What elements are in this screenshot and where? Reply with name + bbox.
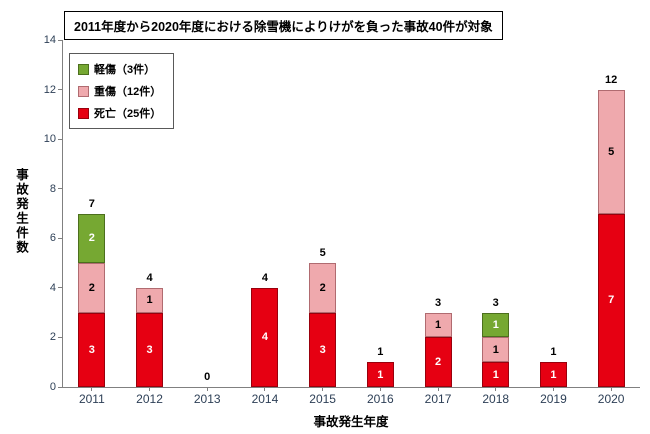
x-axis-tick-label-2015: 2015 [309, 392, 336, 406]
bar-segment-fatal-2017: 2 [424, 337, 452, 387]
y-axis-title: 事故発生件数 [14, 168, 28, 255]
x-axis-tick-mark [495, 387, 497, 391]
bar-total-label-2015: 5 [319, 247, 326, 260]
bar-segment-fatal-2011: 3 [78, 312, 106, 387]
legend: 軽傷（3件） 重傷（12件） 死亡（25件） [69, 53, 175, 129]
chart-title: 2011年度から2020年度における除雪機によりけがを負った事故40件が対象 [64, 11, 503, 40]
y-axis-tick-mark [58, 386, 63, 388]
x-axis-tick-mark [322, 387, 324, 391]
y-axis-tick-label-0: 0 [49, 381, 56, 393]
bar-segment-fatal-2015: 3 [309, 312, 337, 387]
y-axis-tick-label-12: 12 [43, 83, 56, 96]
bar-total-label-2011: 7 [88, 197, 95, 210]
x-axis-tick-mark [437, 387, 439, 391]
x-axis-tick-mark [91, 387, 93, 391]
legend-item-serious: 重傷（12件） [78, 83, 161, 99]
bar-total-label-2020: 12 [605, 73, 618, 86]
plot-area: 0 2 4 6 8 10 12 14 2011 3 2 2 7 2012 3 1 4 2013 0 2014 4 4 201… [44, 34, 640, 406]
bar-total-label-2019: 1 [550, 346, 557, 359]
bar-total-label-2012: 4 [146, 271, 153, 284]
y-axis-tick-mark [58, 237, 63, 239]
x-axis-tick-label-2016: 2016 [366, 392, 394, 406]
bar-segment-serious-2018: 1 [482, 337, 510, 363]
legend-item-fatal: 死亡（25件） [78, 105, 161, 121]
bar-total-label-2018: 3 [492, 296, 499, 309]
x-axis-tick-mark [264, 387, 266, 391]
x-axis-tick-label-2014: 2014 [251, 392, 279, 406]
bar-segment-fatal-2012: 3 [136, 312, 164, 387]
bar-segment-fatal-2014: 4 [251, 287, 279, 387]
bar-total-label-2017: 3 [434, 296, 442, 309]
y-axis-tick-mark [58, 39, 63, 41]
y-axis-tick-mark [58, 336, 63, 338]
y-axis-tick-mark [58, 287, 63, 289]
y-axis-tick-label-6: 6 [49, 232, 56, 245]
minor-swatch-icon [78, 63, 89, 75]
y-axis-tick-mark [58, 138, 63, 140]
bar-segment-serious-2011: 2 [78, 263, 106, 313]
x-axis-tick-label-2012: 2012 [136, 392, 163, 406]
legend-label-serious: 重傷（12件） [94, 86, 162, 98]
legend-item-minor: 軽傷（3件） [78, 61, 161, 77]
serious-swatch-icon [78, 85, 89, 97]
y-axis-tick-mark [58, 89, 63, 91]
y-axis-tick-label-2: 2 [49, 331, 56, 344]
x-axis-tick-mark [552, 387, 554, 391]
bar-segment-minor-2018: 1 [482, 312, 510, 338]
bar-segment-fatal-2019: 1 [539, 362, 567, 387]
x-axis-title: 事故発生年度 [313, 415, 389, 429]
bar-segment-fatal-2018: 1 [482, 362, 510, 387]
y-axis-tick-label-10: 10 [43, 133, 56, 146]
y-axis-tick-label-8: 8 [49, 182, 56, 195]
x-axis-tick-label-2020: 2020 [597, 392, 625, 406]
legend-label-minor: 軽傷（3件） [94, 64, 156, 76]
x-axis-tick-label-2017: 2017 [424, 392, 452, 406]
fatal-swatch-icon [78, 107, 89, 119]
x-axis-tick-mark [379, 387, 381, 391]
bar-segment-serious-2017: 1 [424, 312, 452, 338]
bar-segment-minor-2011: 2 [78, 213, 106, 264]
bar-total-label-2014: 4 [261, 271, 268, 284]
y-axis-tick-label-14: 14 [43, 34, 56, 46]
x-axis-tick-mark [149, 387, 151, 391]
bar-segment-fatal-2016: 1 [366, 362, 394, 387]
bar-segment-fatal-2020: 7 [597, 213, 625, 387]
x-axis-tick-label-2011: 2011 [78, 392, 105, 406]
bar-total-label-2016: 1 [377, 346, 384, 359]
bar-segment-serious-2015: 2 [309, 263, 337, 313]
bar-total-label-2013: 0 [204, 371, 211, 383]
legend-label-fatal: 死亡（25件） [94, 108, 162, 120]
y-axis-tick-mark [58, 188, 63, 190]
x-axis-tick-mark [610, 387, 612, 391]
y-axis-tick-label-4: 4 [49, 281, 56, 294]
bar-segment-serious-2020: 5 [597, 89, 625, 214]
x-axis-tick-label-2019: 2019 [540, 392, 567, 406]
x-axis-tick-label-2018: 2018 [482, 392, 510, 406]
x-axis-tick-mark [206, 387, 208, 391]
bar-segment-serious-2012: 1 [136, 287, 164, 313]
x-axis-tick-label-2013: 2013 [193, 392, 221, 406]
